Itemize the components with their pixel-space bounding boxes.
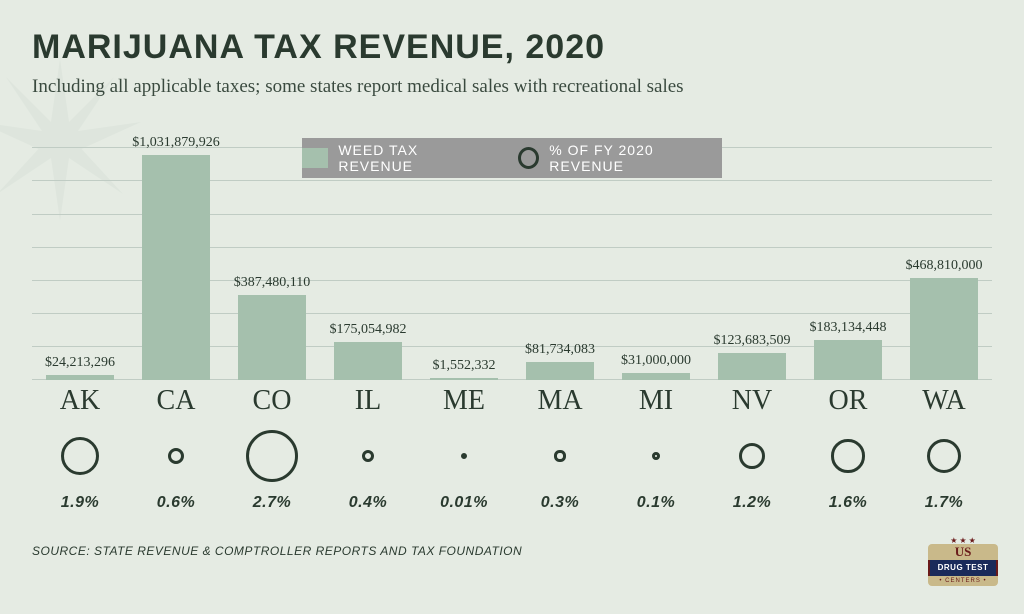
pct-circle <box>246 430 298 482</box>
bar-group: $175,054,982 <box>320 322 416 380</box>
pct-circle <box>61 437 99 475</box>
legend-circle-label: % OF FY 2020 REVENUE <box>549 142 722 174</box>
percent-row: 1.9%0.6%2.7%0.4%0.01%0.3%0.1%1.2%1.6%1.7… <box>32 494 992 512</box>
bar-group: $1,031,879,926 <box>128 135 224 380</box>
state-label: WA <box>896 385 992 417</box>
legend-circle: % OF FY 2020 REVENUE <box>518 142 722 174</box>
bar-value-label: $175,054,982 <box>330 322 407 338</box>
bar-group: $24,213,296 <box>32 355 128 380</box>
state-label: IL <box>320 385 416 417</box>
bar-group: $183,134,448 <box>800 320 896 380</box>
bar-group: $387,480,110 <box>224 275 320 380</box>
logo-bot: • CENTERS • <box>928 576 998 586</box>
pct-label: 2.7% <box>224 494 320 512</box>
bar-value-label: $1,031,879,926 <box>132 135 220 151</box>
pct-circle <box>168 448 184 464</box>
pct-circle <box>927 439 962 474</box>
pct-label: 0.01% <box>416 494 512 512</box>
bar <box>46 375 114 380</box>
logo-stars: ★ ★ ★ <box>928 536 998 545</box>
pct-circle <box>831 439 864 472</box>
legend-bar-label: WEED TAX REVENUE <box>338 142 488 174</box>
pct-label: 1.9% <box>32 494 128 512</box>
bar-value-label: $24,213,296 <box>45 355 115 371</box>
bar-group: $1,552,332 <box>416 358 512 380</box>
pct-label: 1.7% <box>896 494 992 512</box>
bar-group: $31,000,000 <box>608 353 704 380</box>
circle-wrap <box>416 453 512 459</box>
bar-value-label: $31,000,000 <box>621 353 691 369</box>
bar <box>718 353 786 380</box>
bar-group: $468,810,000 <box>896 258 992 380</box>
circle-wrap <box>896 439 992 474</box>
state-label: NV <box>704 385 800 417</box>
circle-wrap <box>128 448 224 464</box>
pct-circle <box>554 450 565 461</box>
bar-value-label: $183,134,448 <box>810 320 887 336</box>
circle-wrap <box>224 430 320 482</box>
legend-bar: WEED TAX REVENUE <box>302 142 488 174</box>
bar-group: $123,683,509 <box>704 333 800 380</box>
bar-value-label: $1,552,332 <box>433 358 496 374</box>
legend-bar-swatch <box>302 148 328 168</box>
state-label: AK <box>32 385 128 417</box>
pct-label: 0.1% <box>608 494 704 512</box>
state-label: MI <box>608 385 704 417</box>
state-label: CO <box>224 385 320 417</box>
bar-value-label: $468,810,000 <box>906 258 983 274</box>
bar <box>334 342 402 380</box>
state-label: OR <box>800 385 896 417</box>
pct-label: 0.3% <box>512 494 608 512</box>
bar <box>430 378 498 380</box>
pct-circle <box>739 443 765 469</box>
state-label: MA <box>512 385 608 417</box>
bar <box>814 340 882 380</box>
chart-title: MARIJUANA TAX REVENUE, 2020 <box>32 28 605 67</box>
bar <box>142 155 210 380</box>
source-text: SOURCE: STATE REVENUE & COMPTROLLER REPO… <box>32 544 522 558</box>
bar-value-label: $81,734,083 <box>525 342 595 358</box>
circle-wrap <box>320 450 416 463</box>
pct-label: 1.6% <box>800 494 896 512</box>
circles-row <box>32 428 992 484</box>
circle-wrap <box>800 439 896 472</box>
state-label: ME <box>416 385 512 417</box>
bar <box>526 362 594 380</box>
circle-wrap <box>32 437 128 475</box>
bar-value-label: $387,480,110 <box>234 275 310 291</box>
circle-wrap <box>704 443 800 469</box>
chart-subtitle: Including all applicable taxes; some sta… <box>32 76 684 98</box>
brand-logo: ★ ★ ★ US DRUG TEST • CENTERS • <box>928 544 998 596</box>
bar <box>910 278 978 380</box>
pct-circle <box>652 452 660 460</box>
legend-circle-icon <box>518 147 539 169</box>
pct-circle <box>461 453 467 459</box>
bar <box>622 373 690 380</box>
pct-circle <box>362 450 375 463</box>
logo-top: US <box>928 544 998 560</box>
bar-value-label: $123,683,509 <box>714 333 791 349</box>
circle-wrap <box>512 450 608 461</box>
state-labels-row: AKCACOILMEMAMINVORWA <box>32 385 992 417</box>
pct-label: 0.4% <box>320 494 416 512</box>
legend: WEED TAX REVENUE % OF FY 2020 REVENUE <box>302 138 722 178</box>
state-label: CA <box>128 385 224 417</box>
circle-wrap <box>608 452 704 460</box>
bar-group: $81,734,083 <box>512 342 608 380</box>
bar <box>238 295 306 380</box>
logo-mid: DRUG TEST <box>928 560 998 576</box>
pct-label: 1.2% <box>704 494 800 512</box>
pct-label: 0.6% <box>128 494 224 512</box>
